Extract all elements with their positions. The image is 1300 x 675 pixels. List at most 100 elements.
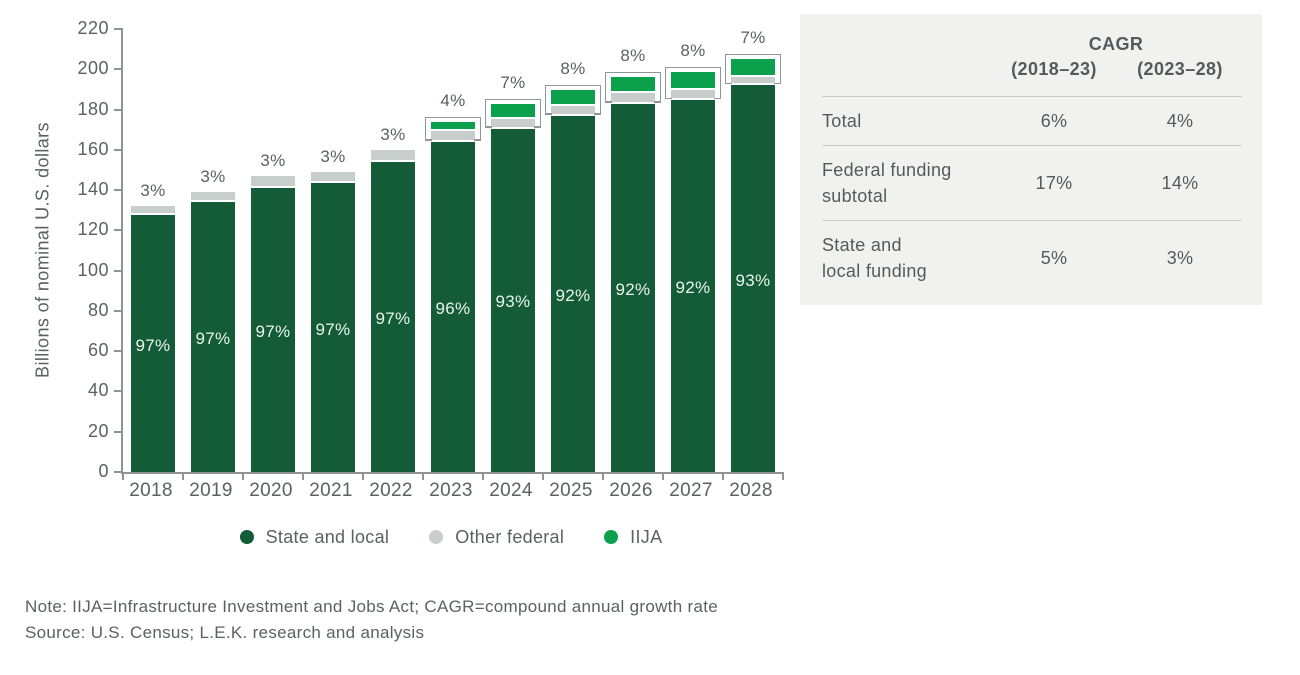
bar-column-2022: 3% 97% xyxy=(363,29,423,472)
state-share-label: 93% xyxy=(735,270,771,290)
y-axis-tick xyxy=(114,430,123,433)
segment-other-federal xyxy=(371,150,415,160)
state-share-label: 97% xyxy=(375,308,411,328)
segment-state-local xyxy=(611,103,655,472)
y-axis-tick-label: 80 xyxy=(87,299,109,320)
segment-other-federal xyxy=(551,105,595,114)
federal-share-label: 7% xyxy=(500,73,526,93)
segment-state-local xyxy=(731,85,775,472)
table-title: CAGR xyxy=(1088,34,1144,54)
table-column-header-2: (2023–28) xyxy=(1137,59,1223,79)
state-share-label: 92% xyxy=(555,285,591,305)
state-share-label: 97% xyxy=(315,319,351,339)
segment-iija xyxy=(611,77,655,92)
y-axis-tick xyxy=(114,269,123,272)
state-share-label: 97% xyxy=(195,329,231,349)
segment-other-federal xyxy=(611,93,655,102)
table-row-label: Total xyxy=(822,111,862,131)
footnotes: Note: IIJA=Infrastructure Investment and… xyxy=(25,594,718,645)
bar-column-2021: 3% 97% xyxy=(303,29,363,472)
segment-iija xyxy=(491,104,535,117)
federal-share-label: 7% xyxy=(740,28,766,48)
y-axis-tick xyxy=(114,148,123,151)
state-share-label: 93% xyxy=(495,292,531,312)
x-axis-label-2024: 2024 xyxy=(489,480,533,501)
table-row-label: Federal funding subtotal xyxy=(822,160,952,206)
x-axis-tick xyxy=(242,472,244,480)
y-axis-tick-label: 100 xyxy=(77,259,109,280)
cagr-table: CAGR (2018–23) (2023–28) Total 6% 4% Fed… xyxy=(800,14,1262,305)
x-axis-tick xyxy=(122,472,124,480)
segment-other-federal xyxy=(251,176,295,187)
source-line: Source: U.S. Census; L.E.K. research and… xyxy=(25,622,425,642)
state-share-label: 92% xyxy=(615,279,651,299)
x-axis-tick xyxy=(722,472,724,480)
y-axis-tick-label: 180 xyxy=(77,98,109,119)
legend: State and local Other federal IIJA xyxy=(121,526,781,548)
x-axis-label-2021: 2021 xyxy=(309,480,353,501)
legend-dot-state-icon xyxy=(239,530,254,544)
x-axis-tick xyxy=(602,472,604,480)
segment-iija xyxy=(731,59,775,75)
y-axis-tick-label: 140 xyxy=(77,179,109,200)
federal-share-label: 3% xyxy=(140,181,166,201)
segment-state-local xyxy=(191,202,235,472)
x-axis-tick xyxy=(422,472,424,480)
legend-label: IIJA xyxy=(630,526,663,547)
segment-state-local xyxy=(551,115,595,472)
x-axis-tick xyxy=(362,472,364,480)
y-axis-tick xyxy=(114,471,123,473)
legend-label: Other federal xyxy=(455,526,565,547)
federal-share-label: 3% xyxy=(260,151,286,171)
table-cell: 14% xyxy=(1161,172,1199,193)
x-axis-label-2019: 2019 xyxy=(189,480,233,501)
bar-column-2018: 3% 97% xyxy=(123,29,183,472)
segment-iija xyxy=(431,122,475,129)
x-axis-label-2020: 2020 xyxy=(249,480,293,501)
legend-item-iija: IIJA xyxy=(604,527,662,548)
legend-item-federal: Other federal xyxy=(429,527,564,548)
segment-other-federal xyxy=(731,76,775,84)
table-header-columns: CAGR (2018–23) (2023–28) xyxy=(990,34,1242,80)
federal-share-label: 8% xyxy=(620,46,646,66)
federal-bracket xyxy=(605,72,661,103)
table-row: Federal funding subtotal 17% 14% xyxy=(822,145,1242,220)
segment-other-federal xyxy=(191,192,235,201)
x-axis-tick xyxy=(182,472,184,480)
y-axis-tick-label: 220 xyxy=(77,18,109,38)
table-cell: 17% xyxy=(1035,172,1073,193)
y-axis-tick xyxy=(114,68,123,71)
federal-share-label: 8% xyxy=(680,41,706,61)
y-axis-tick xyxy=(114,189,123,192)
y-axis-tick-label: 0 xyxy=(98,461,109,481)
federal-bracket xyxy=(425,117,481,141)
state-share-label: 97% xyxy=(255,322,291,342)
y-axis-title: Billions of nominal U.S. dollars xyxy=(32,122,53,378)
x-axis-tick xyxy=(482,472,484,480)
table-header: CAGR (2018–23) (2023–28) xyxy=(822,34,1242,96)
federal-share-label: 4% xyxy=(440,91,466,111)
federal-share-label: 8% xyxy=(560,58,586,78)
legend-label: State and local xyxy=(265,526,390,547)
table-row: State and local funding 5% 3% xyxy=(822,220,1242,295)
segment-iija xyxy=(671,72,715,89)
state-share-label: 92% xyxy=(675,278,711,298)
x-axis-label-2023: 2023 xyxy=(429,480,473,501)
segment-state-local xyxy=(311,183,355,472)
bar-column-2025: 8% 92% xyxy=(543,29,603,472)
y-axis-tick xyxy=(114,350,123,353)
segment-other-federal xyxy=(431,130,475,140)
x-axis-label-2018: 2018 xyxy=(129,480,173,501)
y-axis-tick-label: 200 xyxy=(77,58,109,79)
legend-dot-iija-icon xyxy=(604,530,619,544)
federal-share-label: 3% xyxy=(200,167,226,187)
segment-other-federal xyxy=(491,118,535,127)
bar-column-2023: 4% 96% xyxy=(423,29,483,472)
bar-column-2024: 7% 93% xyxy=(483,29,543,472)
bar-column-2026: 8% 92% xyxy=(603,29,663,472)
table-row: Total 6% 4% xyxy=(822,96,1242,145)
table-cell: 5% xyxy=(1040,247,1068,268)
x-axis-label-2025: 2025 xyxy=(549,480,593,501)
x-axis-label-2022: 2022 xyxy=(369,480,413,501)
federal-bracket xyxy=(665,67,721,100)
